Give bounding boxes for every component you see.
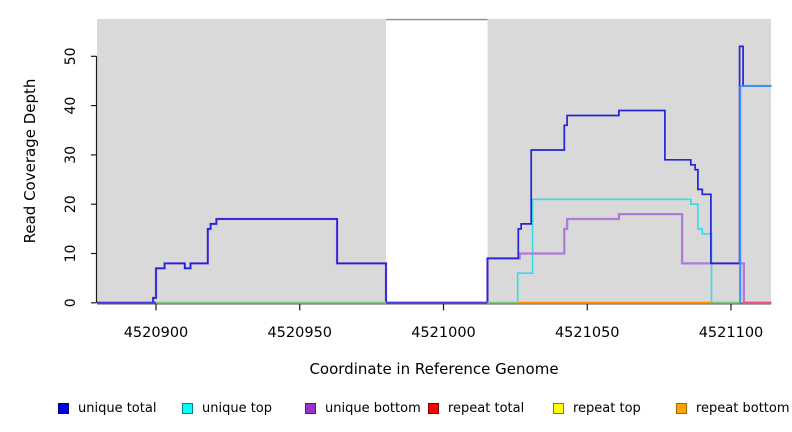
legend: unique total unique top unique bottom repea… xyxy=(0,399,792,421)
legend-label: unique total xyxy=(78,400,157,416)
legend-item-repeat-bottom: repeat bottom xyxy=(676,399,790,417)
legend-swatch xyxy=(305,402,316,414)
y-tick-label: 30 xyxy=(63,146,79,164)
legend-item-unique-top: unique top xyxy=(182,399,272,417)
legend-label: repeat bottom xyxy=(696,400,790,416)
y-tick-label: 20 xyxy=(63,195,79,213)
legend-swatch xyxy=(428,402,439,414)
legend-item-repeat-top: repeat top xyxy=(553,399,641,417)
x-tick-label: 4520900 xyxy=(124,325,189,341)
plot-area xyxy=(97,18,771,304)
masked-region xyxy=(386,19,488,304)
legend-item-repeat-total: repeat total xyxy=(428,399,524,417)
overlap-lines xyxy=(97,84,772,304)
legend-swatch xyxy=(58,402,69,414)
y-tick-label: 40 xyxy=(63,97,79,115)
legend-swatch xyxy=(553,402,564,414)
legend-label: unique bottom xyxy=(325,400,421,416)
x-tick-label: 4521100 xyxy=(699,325,764,341)
series-unique-total xyxy=(97,45,772,304)
x-tick-label: 4520950 xyxy=(267,325,332,341)
y-tick-label: 10 xyxy=(63,245,79,263)
y-axis-title: Read Coverage Depth xyxy=(21,78,39,244)
axes: 0 10 20 30 40 50 4520900 4520950 4521000 4521050 4… xyxy=(63,47,771,341)
x-tick-label: 4521000 xyxy=(411,325,476,341)
legend-swatch xyxy=(676,402,687,414)
legend-label: repeat total xyxy=(448,400,525,416)
legend-item-unique-bottom: unique bottom xyxy=(305,399,421,417)
y-tick-label: 0 xyxy=(63,298,79,307)
legend-label: repeat top xyxy=(573,400,641,416)
x-tick-label: 4521050 xyxy=(555,325,620,341)
x-axis-title: Coordinate in Reference Genome xyxy=(309,360,559,378)
legend-item-unique-total: unique total xyxy=(58,399,156,417)
legend-swatch xyxy=(182,402,193,414)
legend-label: unique top xyxy=(202,400,273,416)
y-tick-label: 50 xyxy=(63,47,79,65)
